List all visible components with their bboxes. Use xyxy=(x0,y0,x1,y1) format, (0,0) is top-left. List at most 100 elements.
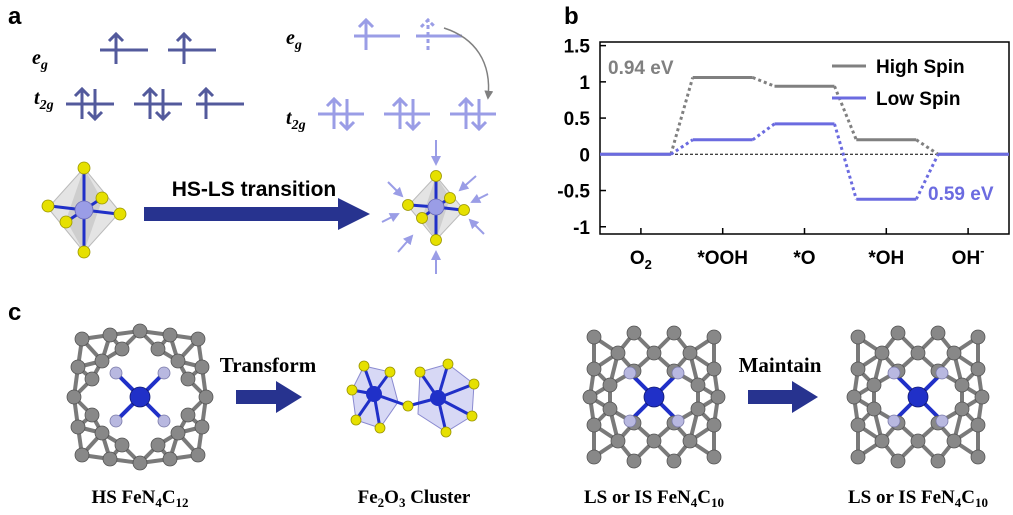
structure-ls-fen4c10-left xyxy=(582,325,726,469)
compression-arrows xyxy=(381,140,489,274)
carbon-atom xyxy=(706,329,722,345)
carbon-atom xyxy=(132,455,148,471)
carbon-atom xyxy=(910,345,926,361)
carbon-atom xyxy=(954,401,970,417)
carbon-atom xyxy=(194,419,210,435)
carbon-atom xyxy=(706,417,722,433)
y-tick-label: 1.5 xyxy=(564,37,591,58)
ls-t2g-label: t2g xyxy=(286,107,306,133)
carbon-atom xyxy=(850,329,866,345)
nitrogen-atom xyxy=(157,366,171,380)
carbon-atom xyxy=(954,377,970,393)
carbon-atom xyxy=(70,359,86,375)
carbon-atom xyxy=(646,433,662,449)
carbon-atom xyxy=(866,401,882,417)
carbon-atom xyxy=(690,377,706,393)
carbon-atom xyxy=(150,437,166,453)
carbon-atom xyxy=(846,389,862,405)
ls-octahedron xyxy=(402,170,470,246)
carbon-atom xyxy=(132,323,148,339)
carbon-atom xyxy=(150,341,166,357)
carbon-atom xyxy=(194,359,210,375)
nitrogen-atom xyxy=(157,414,171,428)
hs-octahedron xyxy=(41,161,127,259)
transform-label: Transform xyxy=(220,353,317,377)
legend-label: Low Spin xyxy=(876,89,960,110)
carbon-atom xyxy=(602,401,618,417)
carbon-atom xyxy=(682,345,698,361)
nitrogen-atom xyxy=(935,366,949,380)
nitrogen-atom xyxy=(671,366,685,380)
panel-label-a: a xyxy=(8,3,22,30)
carbon-atom xyxy=(626,453,642,469)
carbon-atom xyxy=(850,417,866,433)
panel-label-c: c xyxy=(8,299,21,326)
series-low-spin xyxy=(600,122,1009,201)
carbon-atom xyxy=(74,331,90,347)
annotation-high-spin: 0.94 eV xyxy=(608,58,674,79)
carbon-atom xyxy=(874,345,890,361)
carbon-atom xyxy=(102,451,118,467)
carbon-atom xyxy=(706,361,722,377)
nitrogen-atom xyxy=(623,414,637,428)
carbon-atom xyxy=(190,331,206,347)
carbon-atom xyxy=(102,327,118,343)
fe2o3-cluster xyxy=(346,358,480,438)
carbon-atom xyxy=(94,425,110,441)
carbon-atom xyxy=(866,377,882,393)
iron-atom xyxy=(129,386,151,408)
caption-ls-is-fen4c10-right: LS or IS FeN4C10 xyxy=(848,487,988,510)
nitrogen-atom xyxy=(623,366,637,380)
transform-arrow xyxy=(236,381,302,413)
energy-connector xyxy=(833,85,858,141)
hs-eg-label: eg xyxy=(32,47,48,73)
carbon-atom xyxy=(180,407,196,423)
carbon-atom xyxy=(180,371,196,387)
carbon-atom xyxy=(586,417,602,433)
carbon-atom xyxy=(970,449,986,465)
annotation-low-spin: 0.59 eV xyxy=(928,184,994,205)
carbon-atom xyxy=(930,325,946,341)
molecule-structures xyxy=(66,323,990,471)
nitrogen-atom xyxy=(935,414,949,428)
carbon-atom xyxy=(84,371,100,387)
carbon-atom xyxy=(890,325,906,341)
carbon-atom xyxy=(874,433,890,449)
carbon-atom xyxy=(190,447,206,463)
nitrogen-atom xyxy=(887,366,901,380)
transition-label: HS-LS transition xyxy=(172,178,337,201)
carbon-atom xyxy=(586,361,602,377)
carbon-atom xyxy=(970,329,986,345)
carbon-atom xyxy=(646,345,662,361)
carbon-atom xyxy=(930,453,946,469)
carbon-atom xyxy=(602,377,618,393)
electron-transfer-arrow xyxy=(443,27,494,100)
energy-connector xyxy=(914,153,940,200)
carbon-atom xyxy=(162,451,178,467)
carbon-atom xyxy=(946,433,962,449)
y-tick-label: 0.5 xyxy=(564,109,591,130)
caption-fe2o3-cluster: Fe2O3 Cluster xyxy=(358,487,471,510)
carbon-atom xyxy=(850,361,866,377)
carbon-atom xyxy=(690,401,706,417)
carbon-atom xyxy=(70,419,86,435)
nitrogen-atom xyxy=(109,366,123,380)
carbon-atom xyxy=(682,433,698,449)
ls-t2g-levels xyxy=(318,96,496,132)
carbon-atom xyxy=(84,407,100,423)
carbon-atom xyxy=(710,389,726,405)
carbon-atom xyxy=(970,417,986,433)
x-tick-label: *OOH xyxy=(697,248,748,269)
nitrogen-atom xyxy=(109,414,123,428)
carbon-atom xyxy=(170,353,186,369)
hs-eg-levels xyxy=(100,31,216,64)
carbon-atom xyxy=(974,389,990,405)
carbon-atom xyxy=(582,389,598,405)
energy-connector xyxy=(751,122,776,142)
carbon-atom xyxy=(946,345,962,361)
maintain-arrow xyxy=(748,381,818,413)
y-tick-label: -0.5 xyxy=(557,182,590,203)
carbon-atom xyxy=(114,437,130,453)
energy-connector xyxy=(915,138,939,156)
